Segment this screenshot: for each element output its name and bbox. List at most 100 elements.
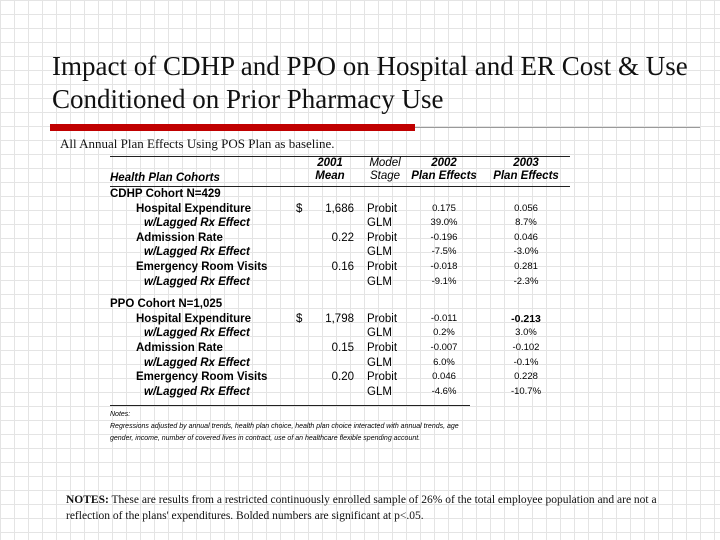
model-stage: Probit <box>367 371 398 384</box>
cohort-header-row: CDHP Cohort N=429 <box>110 187 570 202</box>
header-2002-line2: Plan Effects <box>411 170 477 182</box>
mean-value: 0.16 <box>331 260 354 273</box>
plan-effect-2003: 0.056 <box>514 202 538 214</box>
model-stage: Probit <box>367 312 398 325</box>
plan-effect-2003: -0.1% <box>513 356 539 368</box>
plan-effect-2003: -0.102 <box>512 341 540 353</box>
table-row: w/Lagged Rx Effect GLM 39.0% 8.7% <box>110 216 570 231</box>
plan-effect-2002: -0.196 <box>430 231 458 243</box>
row-label: w/Lagged Rx Effect <box>144 327 250 340</box>
title-accent-bar <box>50 124 415 131</box>
header-cohorts: Health Plan Cohorts <box>110 172 220 184</box>
plan-effect-2003: -2.3% <box>513 275 539 287</box>
plan-effect-2002: 39.0% <box>430 217 458 229</box>
table-row: Emergency Room Visits 0.20 Probit 0.046 0.22… <box>110 370 570 385</box>
plan-effect-2002: 0.046 <box>432 371 456 383</box>
plan-effect-2003: -0.213 <box>511 312 541 325</box>
model-stage: Probit <box>367 341 398 354</box>
row-label: PPO Cohort N=1,025 <box>110 298 223 311</box>
header-2003: 2003 Plan Effects <box>488 157 564 183</box>
header-2003-line1: 2003 <box>513 157 539 169</box>
table-top-border <box>110 156 570 157</box>
model-stage: Probit <box>367 231 398 244</box>
model-stage: GLM <box>367 275 392 288</box>
table-row: w/Lagged Rx Effect GLM -9.1% -2.3% <box>110 275 570 290</box>
row-label: CDHP Cohort N=429 <box>110 188 221 200</box>
header-mean: 2001 Mean <box>300 157 360 183</box>
title-divider-line <box>415 127 700 128</box>
plan-effect-2003: 0.281 <box>514 260 538 272</box>
model-stage: GLM <box>367 217 392 230</box>
row-label: Hospital Expenditure <box>136 202 252 215</box>
table-body: CDHP Cohort N=429 Hospital Expenditure $1,… <box>110 187 570 399</box>
plan-effect-2002: -0.011 <box>430 312 458 324</box>
plan-effect-2002: -4.6% <box>431 385 457 397</box>
currency-symbol: $ <box>296 202 303 215</box>
plan-effect-2002: -9.1% <box>431 275 457 287</box>
header-stage-line1: Model <box>369 157 401 169</box>
row-label: Admission Rate <box>136 341 223 354</box>
table-row: Admission Rate 0.22 Probit -0.196 0.046 <box>110 231 570 246</box>
row-label: w/Lagged Rx Effect <box>144 246 250 259</box>
results-table: Health Plan Cohorts 2001 Mean Model Stag… <box>110 156 570 445</box>
plan-effect-2003: -3.0% <box>513 246 539 258</box>
row-label: Admission Rate <box>136 231 223 244</box>
footer-text: These are results from a restricted cont… <box>66 494 657 522</box>
table-row: Hospital Expenditure $1,686 Probit 0.175 0.0… <box>110 202 570 217</box>
plan-effect-2002: -0.007 <box>430 341 458 353</box>
plan-effect-2002: -0.018 <box>430 260 458 272</box>
model-stage: Probit <box>367 260 398 273</box>
mean-value: 0.22 <box>331 231 354 244</box>
slide-subtitle: All Annual Plan Effects Using POS Plan a… <box>60 136 335 151</box>
model-stage: GLM <box>367 385 392 398</box>
plan-effect-2003: 3.0% <box>515 327 537 339</box>
table-row: Emergency Room Visits 0.16 Probit -0.018 0.2… <box>110 260 570 275</box>
table-header: Health Plan Cohorts 2001 Mean Model Stag… <box>110 156 570 187</box>
model-stage: Probit <box>367 202 398 215</box>
header-stage: Model Stage <box>360 157 410 183</box>
model-stage: GLM <box>367 327 392 340</box>
slide-title: Impact of CDHP and PPO on Hospital and E… <box>52 51 688 114</box>
row-label: Emergency Room Visits <box>136 260 268 273</box>
currency-symbol: $ <box>296 312 303 325</box>
header-2002-line1: 2002 <box>431 157 457 169</box>
plan-effect-2002: 0.2% <box>433 327 455 339</box>
row-label: w/Lagged Rx Effect <box>144 275 250 288</box>
plan-effect-2003: -10.7% <box>510 385 542 397</box>
mean-value: 1,686 <box>325 202 354 215</box>
table-notes: Notes: Regressions adjusted by annual tr… <box>110 409 470 445</box>
row-label: Hospital Expenditure <box>136 312 252 325</box>
mean-value: 0.15 <box>331 341 354 354</box>
footer-label: NOTES: <box>66 494 109 506</box>
table-row: w/Lagged Rx Effect GLM 6.0% -0.1% <box>110 356 570 371</box>
plan-effect-2003: 0.046 <box>514 231 538 243</box>
header-2002: 2002 Plan Effects <box>406 157 482 183</box>
table-row: w/Lagged Rx Effect GLM 0.2% 3.0% <box>110 326 570 341</box>
header-2003-line2: Plan Effects <box>493 170 559 182</box>
plan-effect-2002: 0.175 <box>432 202 456 214</box>
notes-divider <box>110 405 470 407</box>
table-row: Hospital Expenditure $1,798 Probit -0.011 -0… <box>110 312 570 327</box>
plan-effect-2002: 6.0% <box>433 356 455 368</box>
notes-text: Regressions adjusted by annual trends, h… <box>110 423 459 443</box>
mean-value: 0.20 <box>331 371 354 384</box>
row-label: w/Lagged Rx Effect <box>144 385 250 398</box>
header-mean-line2: Mean <box>315 170 345 182</box>
row-label: w/Lagged Rx Effect <box>144 356 250 369</box>
model-stage: GLM <box>367 246 392 259</box>
table-row: Admission Rate 0.15 Probit -0.007 -0.102 <box>110 341 570 356</box>
plan-effect-2002: -7.5% <box>431 246 457 258</box>
table-row: w/Lagged Rx Effect GLM -4.6% -10.7% <box>110 385 570 400</box>
header-mean-line1: 2001 <box>317 157 343 169</box>
table-row: w/Lagged Rx Effect GLM -7.5% -3.0% <box>110 245 570 260</box>
mean-value: 1,798 <box>325 312 354 325</box>
model-stage: GLM <box>367 356 392 369</box>
header-stage-line2: Stage <box>369 170 401 182</box>
row-label: w/Lagged Rx Effect <box>144 217 250 230</box>
cohort-header-row: PPO Cohort N=1,025 <box>110 297 570 312</box>
notes-heading: Notes: <box>110 411 131 419</box>
footer-note: NOTES: These are results from a restrict… <box>66 492 686 524</box>
plan-effect-2003: 0.228 <box>514 371 538 383</box>
plan-effect-2003: 8.7% <box>515 217 537 229</box>
